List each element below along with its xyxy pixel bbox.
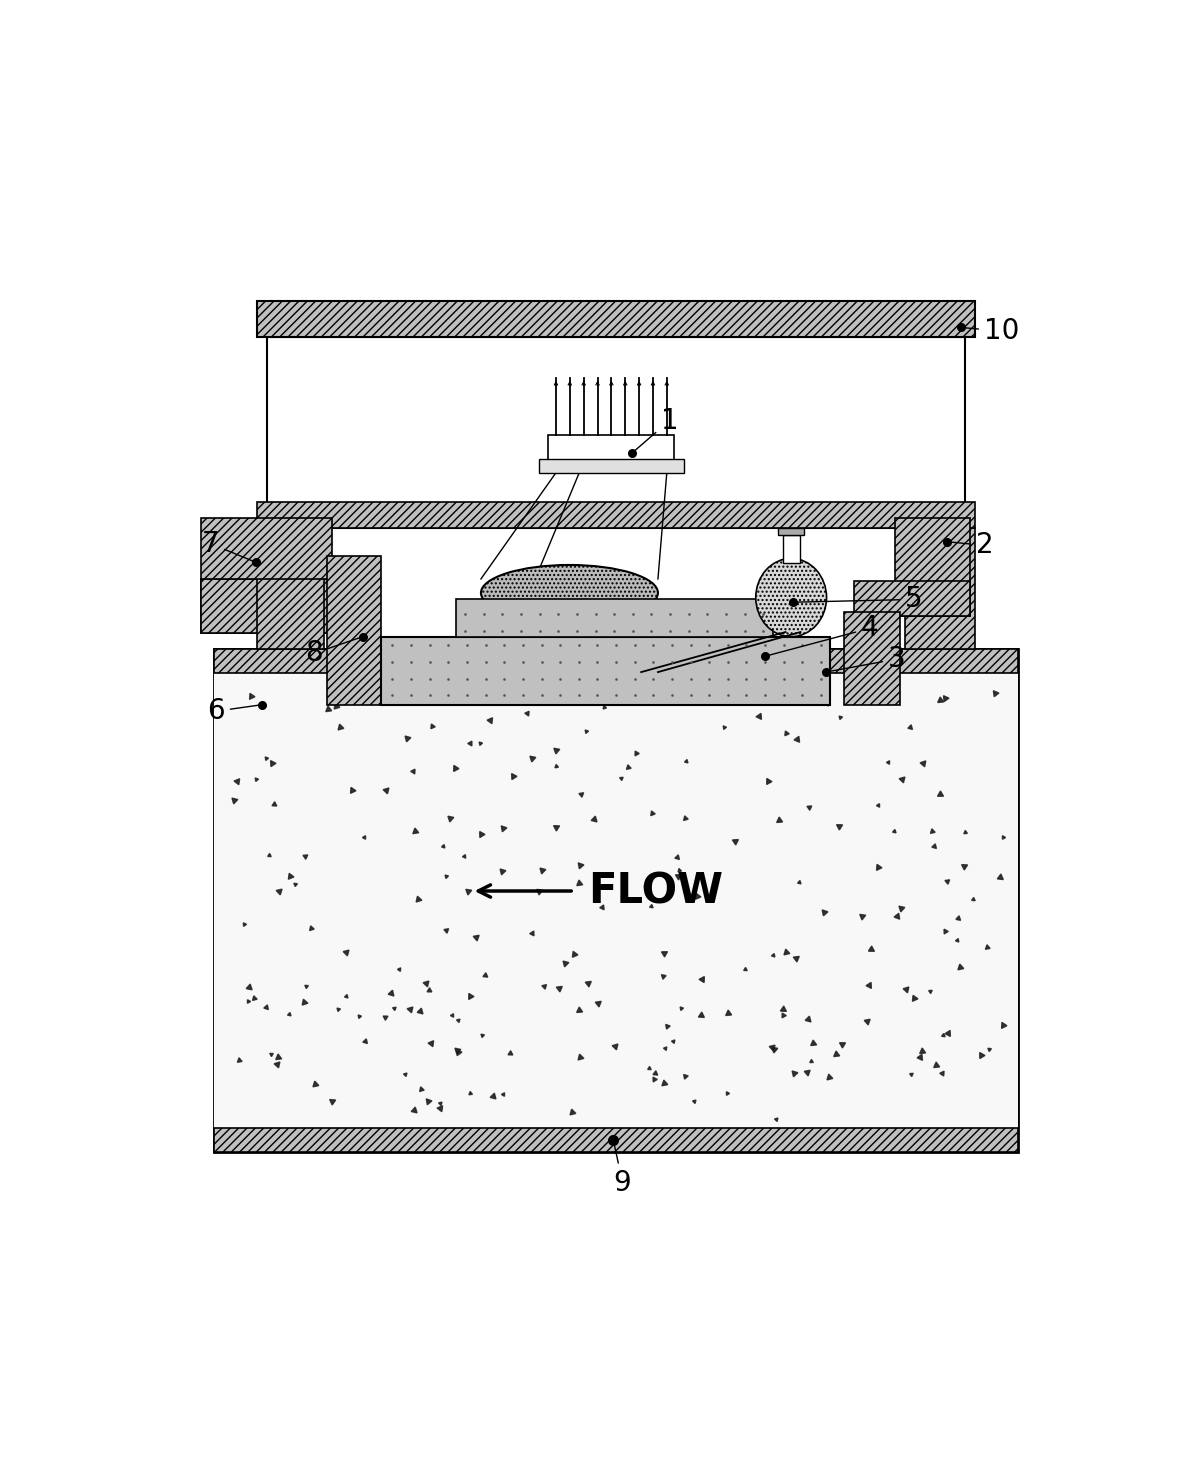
- Bar: [905, 527, 975, 648]
- Text: 6: 6: [207, 698, 260, 726]
- Text: 9: 9: [614, 1142, 631, 1197]
- Bar: [257, 527, 325, 648]
- Text: FLOW: FLOW: [588, 870, 724, 912]
- Bar: [214, 1127, 1018, 1152]
- Bar: [548, 435, 674, 473]
- Bar: [778, 527, 804, 536]
- Bar: [257, 502, 975, 527]
- Bar: [844, 612, 900, 705]
- Text: 4: 4: [768, 615, 879, 656]
- Bar: [202, 580, 332, 634]
- Bar: [783, 536, 799, 564]
- Text: 8: 8: [305, 638, 361, 667]
- Bar: [202, 518, 332, 580]
- Bar: [202, 580, 332, 634]
- Bar: [267, 337, 965, 527]
- Bar: [214, 648, 1018, 1152]
- Bar: [540, 458, 684, 473]
- Bar: [381, 637, 831, 705]
- Bar: [257, 301, 975, 337]
- Text: 7: 7: [202, 530, 252, 561]
- Ellipse shape: [481, 565, 657, 620]
- Bar: [853, 581, 970, 616]
- Text: 10: 10: [964, 317, 1019, 345]
- Bar: [327, 556, 381, 705]
- Text: 5: 5: [796, 585, 922, 613]
- Bar: [214, 648, 1018, 673]
- Bar: [895, 518, 970, 616]
- Bar: [456, 600, 773, 637]
- Bar: [214, 673, 1018, 1127]
- Text: 3: 3: [828, 645, 906, 673]
- Text: 1: 1: [633, 406, 678, 451]
- Text: 2: 2: [950, 531, 993, 559]
- Ellipse shape: [756, 558, 827, 637]
